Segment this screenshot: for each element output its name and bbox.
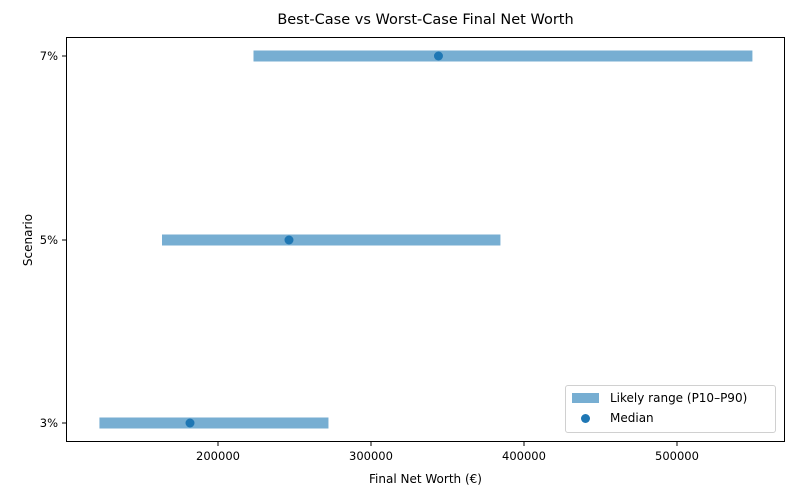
- chart-title: Best-Case vs Worst-Case Final Net Worth: [277, 12, 574, 28]
- y-tick-label: 7%: [40, 49, 58, 63]
- y-axis-ticks: 3% 5% 7%: [40, 49, 66, 430]
- median-point-3%: [185, 418, 195, 428]
- x-tick-label: 200000: [196, 449, 240, 463]
- x-tick-label: 300000: [349, 449, 393, 463]
- range-bar-3%: [99, 417, 329, 429]
- median-point-7%: [433, 51, 443, 61]
- range-bar-5%: [162, 234, 501, 246]
- legend: Likely range (P10–P90) Median: [565, 385, 776, 433]
- median-dot-icon: [572, 411, 599, 425]
- legend-item-median: Median: [572, 411, 654, 425]
- legend-item-range: Likely range (P10–P90): [572, 391, 747, 405]
- median-points: [185, 51, 443, 428]
- x-axis-label: Final Net Worth (€): [369, 472, 482, 486]
- y-tick-label: 5%: [40, 233, 58, 247]
- x-tick-label: 400000: [502, 449, 546, 463]
- range-swatch-icon: [572, 393, 599, 403]
- y-tick-label: 3%: [40, 416, 58, 430]
- x-axis-ticks: 200000 300000 400000 500000: [196, 442, 699, 463]
- x-tick-label: 500000: [655, 449, 699, 463]
- median-point-5%: [284, 235, 294, 245]
- axes-frame: [66, 37, 785, 442]
- legend-median-label: Median: [610, 411, 654, 425]
- range-bar-7%: [253, 50, 753, 62]
- range-bars: [99, 50, 753, 429]
- legend-range-label: Likely range (P10–P90): [610, 391, 748, 405]
